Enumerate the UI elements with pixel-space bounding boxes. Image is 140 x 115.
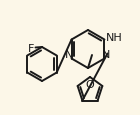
Text: F: F xyxy=(28,44,34,54)
Text: N: N xyxy=(65,50,74,60)
Text: O: O xyxy=(86,79,94,89)
Text: N: N xyxy=(102,50,111,60)
Text: NH: NH xyxy=(106,33,123,43)
